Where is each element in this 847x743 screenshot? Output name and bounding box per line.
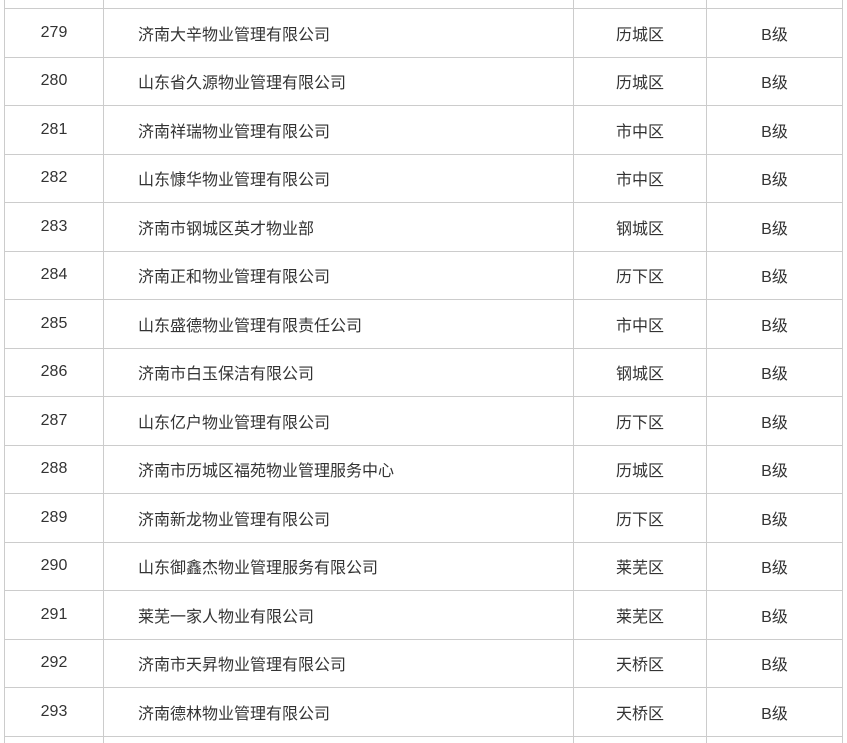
company-name-cell: 济南市白玉保洁有限公司 (103, 347, 574, 397)
row-number-cell: 289 (4, 493, 104, 543)
grade-cell: B级 (706, 202, 843, 252)
row-number-cell (4, 735, 104, 743)
row-number-cell: 280 (4, 56, 104, 106)
table-row: 293 济南德林物业管理有限公司 天桥区 B级 (4, 687, 843, 737)
company-name-cell: 济南大辛物业管理有限公司 (103, 8, 574, 58)
district-cell (573, 0, 707, 9)
company-name-cell (103, 0, 574, 9)
row-number-cell: 279 (4, 8, 104, 58)
grade-cell: B级 (706, 541, 843, 591)
grade-cell: B级 (706, 250, 843, 300)
row-number-cell: 291 (4, 590, 104, 640)
company-name-cell: 济南市天昇物业管理有限公司 (103, 638, 574, 688)
row-number-cell: 281 (4, 105, 104, 155)
district-cell: 市中区 (573, 153, 707, 203)
district-cell: 历城区 (573, 56, 707, 106)
table-row: 279 济南大辛物业管理有限公司 历城区 B级 (4, 8, 843, 58)
district-cell: 莱芜区 (573, 590, 707, 640)
table-row: 285 山东盛德物业管理有限责任公司 市中区 B级 (4, 299, 843, 349)
company-name-cell: 济南市历城区福苑物业管理服务中心 (103, 444, 574, 494)
district-cell: 钢城区 (573, 347, 707, 397)
grade-cell: B级 (706, 638, 843, 688)
grade-cell: B级 (706, 153, 843, 203)
grade-cell: B级 (706, 347, 843, 397)
company-name-cell: 济南市钢城区英才物业部 (103, 202, 574, 252)
district-cell: 天桥区 (573, 687, 707, 737)
table-row: 287 山东亿户物业管理有限公司 历下区 B级 (4, 396, 843, 446)
table-body: 279 济南大辛物业管理有限公司 历城区 B级 280 山东省久源物业管理有限公… (4, 0, 843, 743)
row-number-cell: 292 (4, 638, 104, 688)
table-row: 280 山东省久源物业管理有限公司 历城区 B级 (4, 56, 843, 106)
grade-cell: B级 (706, 396, 843, 446)
company-name-cell: 济南新龙物业管理有限公司 (103, 493, 574, 543)
company-name-cell: 莱芜一家人物业有限公司 (103, 590, 574, 640)
grade-cell: B级 (706, 444, 843, 494)
company-name-cell: 山东慷华物业管理有限公司 (103, 153, 574, 203)
table-row: 291 莱芜一家人物业有限公司 莱芜区 B级 (4, 590, 843, 640)
district-cell (573, 735, 707, 743)
row-number-cell: 288 (4, 444, 104, 494)
table-row: 282 山东慷华物业管理有限公司 市中区 B级 (4, 153, 843, 203)
company-name-cell: 济南正和物业管理有限公司 (103, 250, 574, 300)
company-name-cell: 济南祥瑞物业管理有限公司 (103, 105, 574, 155)
district-cell: 历城区 (573, 444, 707, 494)
row-number-cell: 282 (4, 153, 104, 203)
row-number-cell: 287 (4, 396, 104, 446)
row-number-cell: 285 (4, 299, 104, 349)
company-name-cell (103, 735, 574, 743)
grade-cell (706, 0, 843, 9)
row-number-cell: 286 (4, 347, 104, 397)
table-row: 281 济南祥瑞物业管理有限公司 市中区 B级 (4, 105, 843, 155)
grade-cell: B级 (706, 105, 843, 155)
district-cell: 历城区 (573, 8, 707, 58)
district-cell: 历下区 (573, 396, 707, 446)
district-cell: 市中区 (573, 299, 707, 349)
company-name-cell: 山东省久源物业管理有限公司 (103, 56, 574, 106)
partial-row-top (4, 0, 843, 9)
table-row: 284 济南正和物业管理有限公司 历下区 B级 (4, 250, 843, 300)
row-number-cell: 283 (4, 202, 104, 252)
district-cell: 钢城区 (573, 202, 707, 252)
table-row: 286 济南市白玉保洁有限公司 钢城区 B级 (4, 347, 843, 397)
company-name-cell: 山东亿户物业管理有限公司 (103, 396, 574, 446)
table-row: 292 济南市天昇物业管理有限公司 天桥区 B级 (4, 638, 843, 688)
table-row: 288 济南市历城区福苑物业管理服务中心 历城区 B级 (4, 444, 843, 494)
company-name-cell: 山东御鑫杰物业管理服务有限公司 (103, 541, 574, 591)
company-name-cell: 济南德林物业管理有限公司 (103, 687, 574, 737)
row-number-cell: 290 (4, 541, 104, 591)
company-name-cell: 山东盛德物业管理有限责任公司 (103, 299, 574, 349)
table-row: 290 山东御鑫杰物业管理服务有限公司 莱芜区 B级 (4, 541, 843, 591)
row-number-cell (4, 0, 104, 9)
district-cell: 历下区 (573, 493, 707, 543)
table-row: 289 济南新龙物业管理有限公司 历下区 B级 (4, 493, 843, 543)
partial-row-bottom (4, 735, 843, 743)
district-cell: 历下区 (573, 250, 707, 300)
row-number-cell: 284 (4, 250, 104, 300)
district-cell: 莱芜区 (573, 541, 707, 591)
grade-cell: B级 (706, 493, 843, 543)
company-rating-table: 279 济南大辛物业管理有限公司 历城区 B级 280 山东省久源物业管理有限公… (4, 0, 843, 743)
district-cell: 天桥区 (573, 638, 707, 688)
grade-cell (706, 735, 843, 743)
district-cell: 市中区 (573, 105, 707, 155)
grade-cell: B级 (706, 8, 843, 58)
grade-cell: B级 (706, 299, 843, 349)
grade-cell: B级 (706, 56, 843, 106)
grade-cell: B级 (706, 590, 843, 640)
grade-cell: B级 (706, 687, 843, 737)
table-row: 283 济南市钢城区英才物业部 钢城区 B级 (4, 202, 843, 252)
row-number-cell: 293 (4, 687, 104, 737)
